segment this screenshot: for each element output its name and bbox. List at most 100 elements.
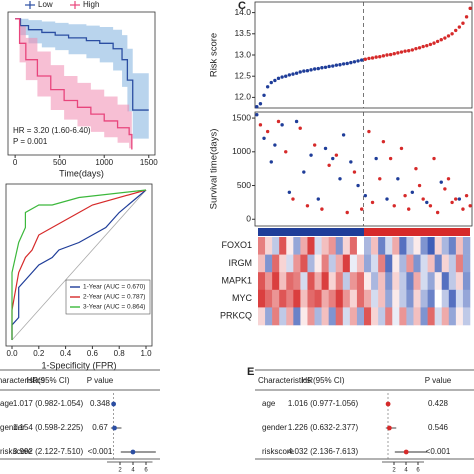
column-header: Characteristics [258, 376, 311, 385]
heat-cell [420, 289, 428, 308]
heat-cell [258, 237, 266, 255]
point [255, 112, 259, 117]
point [349, 160, 353, 164]
heat-cell [413, 272, 421, 291]
heat-cell [378, 254, 386, 273]
point [359, 58, 364, 62]
heat-cell [406, 254, 414, 273]
survival-curve [15, 18, 149, 111]
panel-letter: C [238, 0, 246, 12]
point [410, 48, 415, 52]
point [407, 49, 411, 53]
heat-cell [335, 289, 344, 308]
heat-cell [455, 237, 464, 255]
y-tick-label: 12.5 [234, 70, 251, 80]
point [305, 204, 310, 208]
point [320, 66, 324, 70]
heat-cell [399, 289, 407, 308]
legend-label: Low [38, 0, 53, 9]
heat-cell [286, 254, 294, 273]
point [269, 160, 273, 164]
x-tick-label: 6 [416, 468, 420, 474]
point [381, 139, 386, 144]
row-label: MYC [232, 293, 253, 303]
heat-cell [286, 289, 294, 308]
heat-cell [427, 237, 435, 255]
point [425, 43, 429, 48]
point [417, 46, 422, 50]
point [439, 180, 443, 184]
heat-cell [335, 272, 344, 291]
heat-cell [349, 272, 358, 291]
point [262, 136, 266, 141]
point [265, 85, 270, 89]
point [417, 183, 422, 188]
heat-cell [364, 307, 372, 326]
point [439, 38, 443, 42]
heat-cell [462, 237, 471, 255]
heat-cell [434, 237, 443, 255]
point [345, 210, 349, 215]
heat-cell [413, 307, 421, 326]
heat-cell [364, 289, 372, 308]
point [262, 93, 266, 97]
x-tick-label: 0.8 [114, 349, 126, 358]
heat-cell [434, 289, 443, 308]
row-label: riskscore [0, 447, 33, 456]
point [461, 21, 465, 25]
x-tick-label: 1500 [140, 158, 158, 167]
point [381, 54, 386, 58]
heat-cell [279, 254, 287, 273]
heat-cell [392, 237, 400, 255]
heat-cell [272, 254, 280, 273]
point [349, 60, 353, 65]
point [273, 143, 277, 147]
point [461, 207, 465, 211]
heat-cell [434, 254, 443, 273]
heat-cell [462, 289, 471, 308]
heat-cell [342, 237, 351, 255]
y-tick-label: 1000 [232, 146, 251, 156]
heat-cell [286, 237, 294, 255]
heat-cell [314, 237, 322, 255]
point [396, 177, 400, 181]
heat-cell [399, 272, 407, 291]
hr-point [403, 449, 409, 455]
x-tick-label: 0.4 [60, 349, 72, 358]
heat-cell [371, 237, 379, 255]
point [294, 119, 299, 124]
heat-cell [307, 237, 315, 255]
y-tick-label: 1500 [232, 112, 251, 122]
point [291, 197, 295, 201]
heat-cell [314, 307, 322, 326]
heat-cell [279, 307, 287, 326]
point [305, 68, 310, 73]
point [331, 156, 335, 161]
heat-cell [364, 254, 372, 273]
point [457, 25, 462, 29]
heat-cell [385, 254, 393, 273]
heat-cell [413, 237, 421, 255]
heat-cell [406, 289, 414, 308]
point [294, 71, 299, 75]
hr-text: 1.017 (0.982-1.054) [13, 399, 84, 408]
heat-cell [371, 307, 379, 326]
y-axis-label: Survival time(days) [209, 129, 220, 210]
heat-cell [356, 254, 365, 273]
point [432, 41, 436, 45]
x-tick-label: 1.0 [140, 349, 152, 358]
heat-cell [328, 254, 337, 273]
heat-cell [434, 307, 443, 326]
heat-cell [413, 254, 421, 273]
heat-cell [406, 307, 414, 326]
point [341, 133, 346, 137]
row-label: FOXO1 [221, 240, 252, 250]
heat-cell [272, 307, 280, 326]
x-tick-label: 500 [53, 158, 67, 167]
y-tick-label: 12.0 [234, 92, 251, 102]
heat-cell [321, 307, 329, 326]
heat-cell [399, 307, 407, 326]
x-tick-label: 1000 [95, 158, 113, 167]
point [258, 102, 263, 106]
